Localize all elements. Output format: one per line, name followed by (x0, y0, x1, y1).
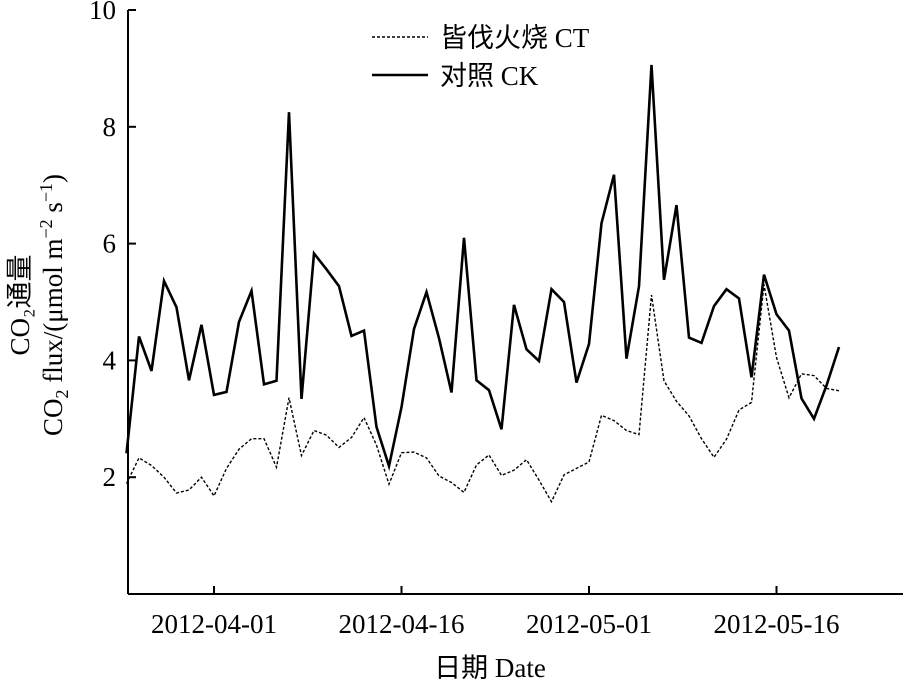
x-tick-label: 2012-05-16 (714, 609, 840, 639)
legend-label-ck: 对照 CK (440, 61, 539, 91)
y-axis-title-line1: CO₂通量 (5, 255, 35, 356)
axes: 2 4 6 8 10 2012-04-01 2012-04-16 2012-05-01 2012… (89, 0, 903, 639)
legend-label-ct: 皆伐火烧 CT (440, 23, 590, 53)
x-axis-title: 日期 Date (434, 653, 546, 683)
y-axis-title-line2: CO2 flux/(μmol m−2 s−1) (36, 174, 72, 436)
y-tick-label: 2 (103, 462, 117, 492)
series-layer (125, 64, 841, 504)
y-tick-label: 4 (103, 345, 117, 375)
series-line-ct (125, 284, 840, 504)
x-tick-label: 2012-05-01 (526, 609, 652, 639)
y-tick-label: 8 (103, 112, 117, 142)
series-line-ck (125, 64, 841, 472)
y-tick-label: 6 (103, 229, 117, 259)
x-tick-label: 2012-04-16 (339, 609, 465, 639)
legend: 皆伐火烧 CT 对照 CK (372, 23, 590, 91)
y-tick-label: 10 (89, 0, 116, 25)
x-tick-label: 2012-04-01 (151, 609, 277, 639)
